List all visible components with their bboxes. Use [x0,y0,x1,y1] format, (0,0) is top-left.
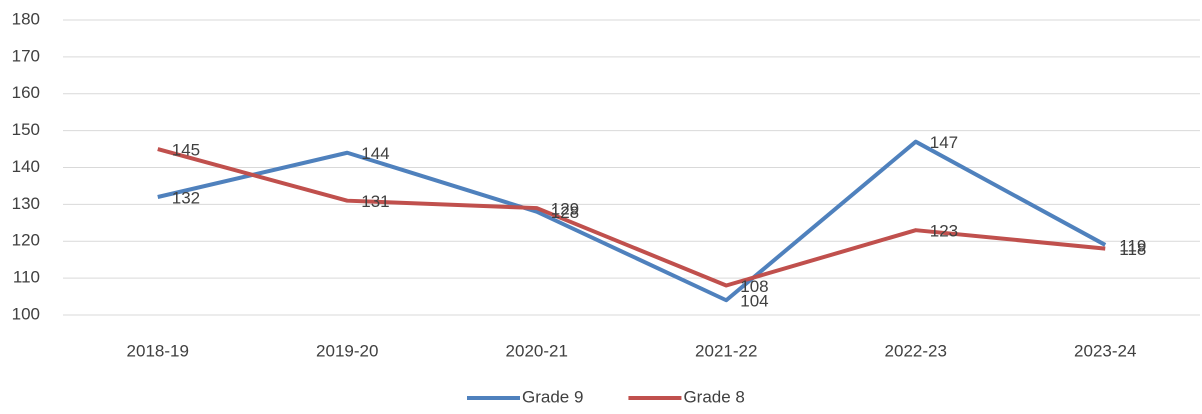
x-tick-label: 2022-23 [885,341,947,360]
data-label: 104 [740,292,768,311]
data-label: 145 [172,141,200,160]
x-tick-label: 2019-20 [316,341,378,360]
data-label: 132 [172,188,200,207]
y-tick-label: 130 [12,194,40,213]
y-tick-label: 110 [13,268,40,287]
legend-label: Grade 8 [683,387,744,406]
legend-label: Grade 9 [522,387,583,406]
y-tick-label: 170 [12,46,40,65]
y-tick-label: 160 [12,83,40,102]
series-line [157,147,1106,288]
data-label: 131 [361,192,389,211]
data-label: 119 [1119,236,1146,255]
data-label: 144 [361,144,389,163]
y-tick-label: 180 [12,9,40,28]
data-label: 108 [740,277,768,296]
x-tick-label: 2023-24 [1074,341,1136,360]
series-line [157,139,1107,303]
data-label: 118 [1119,240,1146,259]
y-tick-label: 140 [12,157,40,176]
y-tick-label: 150 [12,120,40,139]
data-label: 129 [551,200,579,219]
y-tick-label: 120 [12,231,40,250]
data-label: 147 [930,133,958,152]
x-tick-label: 2018-19 [127,341,189,360]
x-tick-label: 2021-22 [695,341,757,360]
y-tick-label: 100 [12,304,40,323]
data-label: 123 [930,222,958,241]
x-tick-label: 2020-21 [506,341,568,360]
data-label: 128 [551,203,579,222]
